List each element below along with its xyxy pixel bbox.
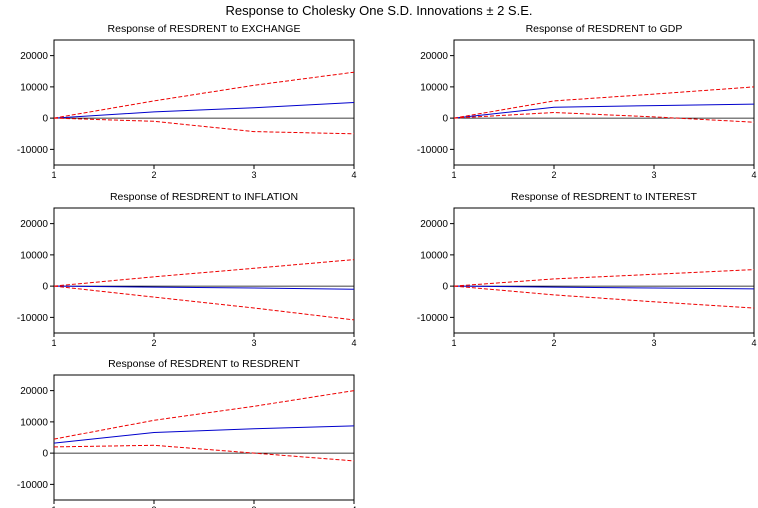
y-tick-label: 10000	[420, 250, 448, 261]
x-tick-label: 1	[51, 338, 56, 348]
plot-frame	[453, 39, 755, 166]
y-tick-label: 10000	[20, 250, 48, 261]
lower-band-line	[53, 444, 355, 462]
response-line	[53, 425, 355, 444]
x-tick-label: 3	[651, 170, 656, 180]
y-tick-label: 10000	[20, 417, 48, 428]
x-tick-label: 2	[551, 170, 556, 180]
upper-band-line	[453, 269, 755, 287]
x-tick-label: 3	[651, 338, 656, 348]
irf-panel: Response of RESDRENT to EXCHANGE 20000 100…	[17, 23, 357, 180]
y-tick-label: 10000	[420, 82, 448, 93]
x-tick-label: 1	[51, 505, 56, 508]
y-tick-label: -10000	[17, 145, 49, 156]
x-tick-label: 4	[751, 170, 756, 180]
y-tick-label: 20000	[20, 219, 48, 230]
upper-band-line	[53, 259, 355, 287]
panel-title: Response of RESDRENT to RESDRENT	[108, 358, 300, 370]
x-tick-label: 2	[551, 338, 556, 348]
lower-band-line	[453, 285, 755, 309]
x-tick-label: 3	[251, 338, 256, 348]
upper-band-line	[453, 86, 755, 119]
x-tick-label: 1	[451, 170, 456, 180]
x-tick-label: 1	[451, 338, 456, 348]
upper-band-line	[53, 390, 355, 440]
response-line	[453, 103, 755, 119]
upper-band-line	[53, 71, 355, 119]
plot-frame	[453, 207, 755, 334]
irf-panel: Response of RESDRENT to GDP 20000 10000 0 -1…	[417, 23, 757, 180]
x-tick-label: 3	[251, 505, 256, 508]
irf-panel: Response of RESDRENT to INTEREST 20000 100…	[417, 191, 757, 348]
x-tick-label: 4	[351, 505, 356, 508]
plot-frame	[53, 207, 355, 334]
panel-title: Response of RESDRENT to GDP	[526, 23, 683, 35]
y-tick-label: 0	[442, 114, 448, 125]
y-tick-label: -10000	[17, 313, 49, 324]
y-tick-label: -10000	[17, 480, 49, 491]
y-tick-label: 0	[42, 449, 48, 460]
x-tick-label: 2	[151, 170, 156, 180]
y-tick-label: -10000	[417, 145, 449, 156]
lower-band-line	[53, 117, 355, 135]
x-tick-label: 4	[351, 170, 356, 180]
panel-title: Response of RESDRENT to INFLATION	[110, 191, 298, 203]
figure-title: Response to Cholesky One S.D. Innovation…	[225, 3, 533, 18]
response-line	[53, 102, 355, 119]
y-tick-label: 20000	[20, 51, 48, 62]
plot-frame	[53, 374, 355, 501]
plot-frame	[53, 39, 355, 166]
x-tick-label: 2	[151, 505, 156, 508]
y-tick-label: 0	[442, 282, 448, 293]
x-tick-label: 4	[351, 338, 356, 348]
x-tick-label: 2	[151, 338, 156, 348]
y-tick-label: 0	[42, 282, 48, 293]
response-line	[53, 285, 355, 290]
y-tick-label: 10000	[20, 82, 48, 93]
y-tick-label: 20000	[420, 51, 448, 62]
panel-title: Response of RESDRENT to EXCHANGE	[108, 23, 301, 35]
irf-panel: Response of RESDRENT to INFLATION2000010…	[17, 191, 357, 348]
lower-band-line	[453, 111, 755, 123]
y-tick-label: 0	[42, 114, 48, 125]
y-tick-label: -10000	[417, 313, 449, 324]
response-line	[453, 285, 755, 290]
x-tick-label: 1	[51, 170, 56, 180]
x-tick-label: 4	[751, 338, 756, 348]
irf-panel: Response of RESDRENT to RESDRENT 20000 100…	[17, 358, 357, 508]
x-tick-label: 3	[251, 170, 256, 180]
y-tick-label: 20000	[20, 386, 48, 397]
panel-title: Response of RESDRENT to INTEREST	[511, 191, 698, 203]
lower-band-line	[53, 285, 355, 321]
y-tick-label: 20000	[420, 219, 448, 230]
